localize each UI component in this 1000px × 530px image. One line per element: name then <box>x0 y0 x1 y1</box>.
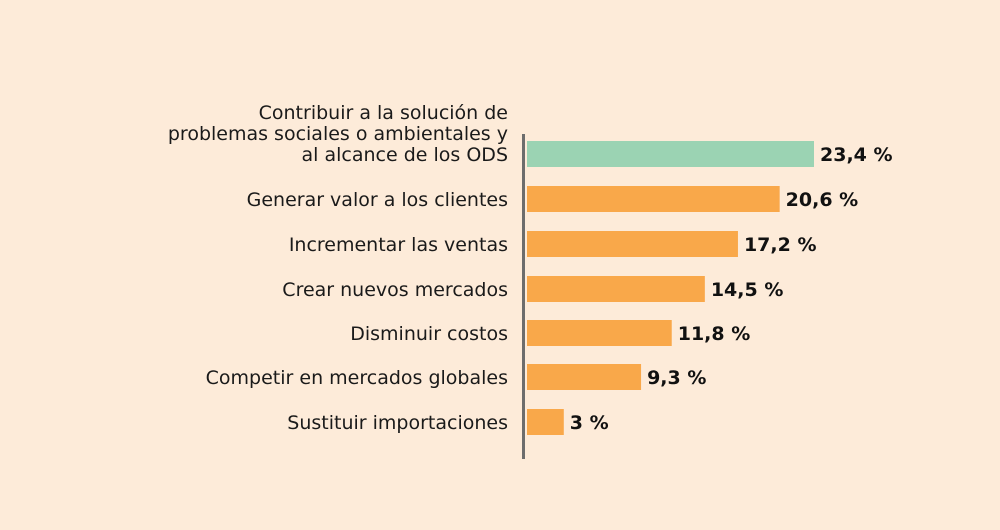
value-label: 14,5 % <box>711 279 784 301</box>
bar <box>527 186 780 212</box>
category-label: Competir en mercados globales <box>206 367 508 389</box>
value-label: 17,2 % <box>744 234 817 256</box>
bar <box>527 364 642 390</box>
bar <box>527 276 705 302</box>
category-label: Incrementar las ventas <box>289 234 508 256</box>
category-label: Sustituir importaciones <box>287 412 508 434</box>
category-label: Generar valor a los clientes <box>247 189 508 211</box>
category-label: Crear nuevos mercados <box>282 279 508 301</box>
value-label: 20,6 % <box>786 189 859 211</box>
bar <box>527 141 814 167</box>
y-axis-line <box>522 134 525 459</box>
bar <box>527 231 738 257</box>
value-label: 23,4 % <box>820 144 893 166</box>
category-label: problemas sociales o ambientales y <box>168 123 508 145</box>
bar <box>527 409 564 435</box>
category-label: Contribuir a la solución de <box>259 102 508 124</box>
value-label: 9,3 % <box>647 367 706 389</box>
value-label: 3 % <box>570 412 609 434</box>
bar <box>527 320 672 346</box>
category-label: Disminuir costos <box>350 323 508 345</box>
category-label: al alcance de los ODS <box>302 144 508 166</box>
value-label: 11,8 % <box>678 323 751 345</box>
